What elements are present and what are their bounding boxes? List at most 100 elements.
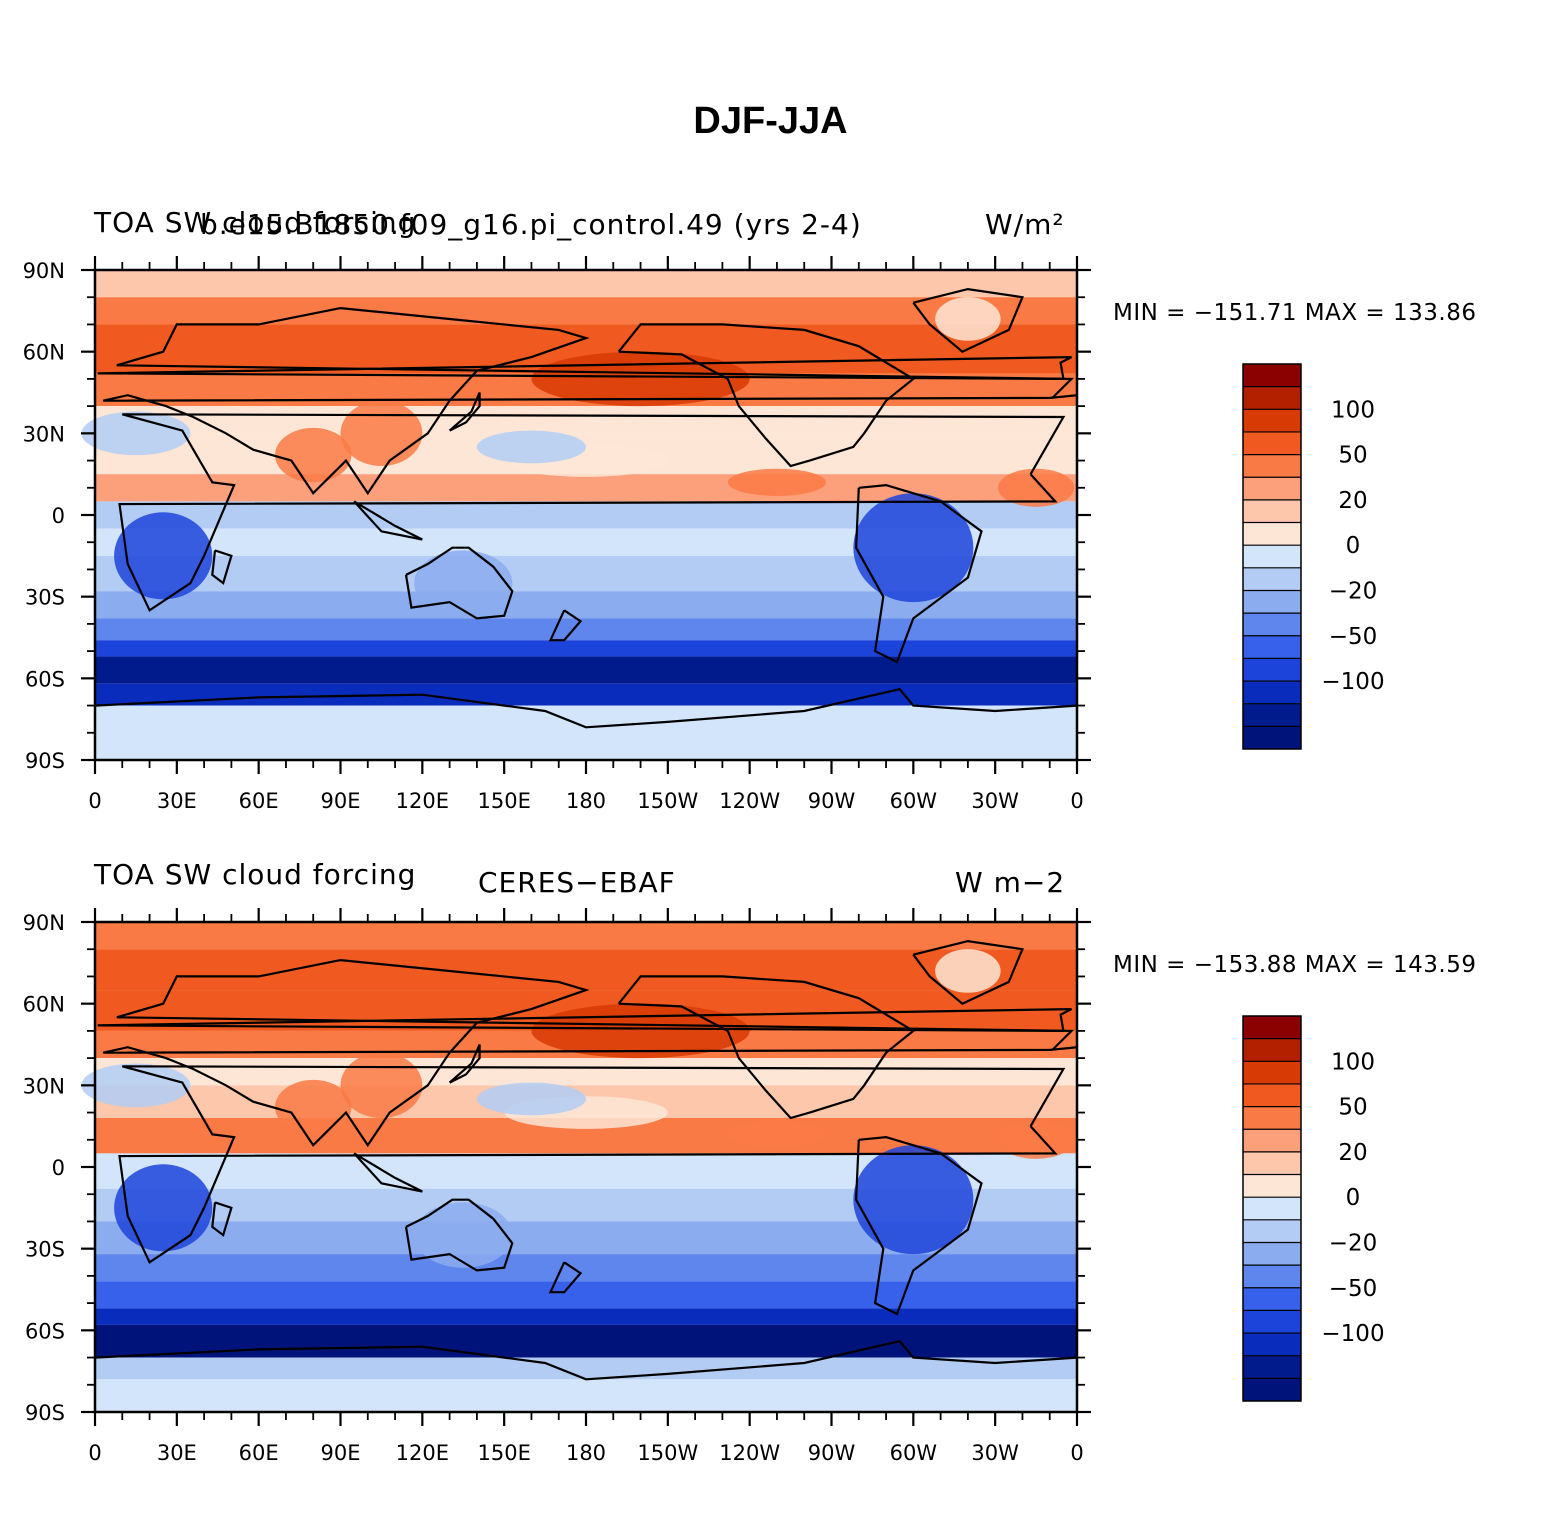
field-band [95,656,1077,684]
colorbar-label: 0 [1346,1185,1361,1211]
lon-tick-label: 150W [637,1441,698,1465]
lon-tick-label: 60E [239,789,279,813]
lon-tick-label: 120W [719,789,780,813]
lat-tick-label: 30N [23,1074,65,1098]
lon-tick-label: 90W [808,1441,856,1465]
colorbar-swatch [1243,590,1301,614]
colorbar-swatch [1243,545,1301,569]
field-anomaly [935,297,1001,341]
coastline [448,392,481,432]
lon-tick-label: 30W [971,1441,1019,1465]
field-layer [81,922,1077,1412]
field-layer [81,270,1077,760]
field-anomaly [935,949,1001,993]
colorbar-swatch [1243,567,1301,591]
panel-units: W m−2 [955,866,1066,899]
lat-tick-label: 30S [25,586,65,610]
lon-tick-label: 120W [719,1441,780,1465]
field-anomaly [727,1120,827,1148]
coastline [97,356,1072,380]
coastline [94,1339,1078,1381]
colorbar-swatch [1243,1129,1301,1153]
field-anomaly [727,468,827,496]
lat-tick-label: 90S [25,1401,65,1425]
colorbar-swatch [1243,454,1301,478]
colorbar-label: 50 [1338,443,1367,469]
colorbar-label: −100 [1321,1321,1384,1347]
coastline [102,306,1075,496]
coastline [97,1008,1072,1032]
colorbar-label: −100 [1321,669,1384,695]
lat-tick-label: 30S [25,1238,65,1262]
coastline [102,958,1075,1148]
coastline [94,687,1078,729]
colorbar-swatch [1243,1287,1301,1311]
field-band [95,922,1077,950]
colorbar-swatch [1243,1197,1301,1221]
lon-tick-label: 150E [477,1441,530,1465]
lat-tick-label: 30N [23,422,65,446]
field-band [95,618,1077,641]
colorbar-swatch [1243,431,1301,456]
min-max-label: MIN = −153.88 MAX = 143.59 [1113,952,1477,978]
colorbar-swatch [1243,1242,1301,1266]
panel-center-title: b.e15.B1850.f09_g16.pi_control.49 (yrs 2… [200,208,862,241]
field-anomaly [476,430,586,464]
field-anomaly [997,468,1075,507]
coastline [617,975,916,1120]
field-band [95,1324,1077,1358]
field-band [95,1058,1077,1086]
field-band [95,406,1077,434]
lat-tick-label: 60S [25,1319,65,1343]
panel-units: W/m² [985,208,1065,241]
coastline [854,1135,983,1316]
field-band [95,640,1077,657]
map-plot: 0 30E 60E 90E 120E 150E 180 150W 120W 90W 60W 30W 09… [23,908,1385,1465]
field-anomaly [81,1063,191,1108]
colorbar-swatch [1243,681,1301,705]
lon-tick-label: 0 [1070,789,1083,813]
coastline [912,287,1024,353]
field-anomaly [81,411,191,456]
colorbar-swatch [1243,1174,1301,1198]
colorbar-swatch [1243,726,1301,750]
coastline [548,1261,583,1294]
colorbar-label: −20 [1329,578,1378,604]
colorbar: 100 50 20 0 −20 −50 −100 [1242,363,1385,750]
colorbar-swatch [1243,499,1301,524]
coastline [448,1044,481,1084]
field-anomaly [414,1202,513,1268]
obs-panel: TOA SW cloud forcing CERES−EBAF W m−2 MI… [0,852,1541,1512]
colorbar-label: −50 [1329,624,1378,650]
lon-tick-label: 0 [88,1441,101,1465]
colorbar-swatch [1243,1083,1301,1108]
colorbar: 100 50 20 0 −20 −50 −100 [1242,1015,1385,1402]
colorbar-frame [1242,1015,1302,1402]
coastline [211,1201,233,1237]
field-band [95,949,1077,991]
lat-tick-label: 60N [23,341,65,365]
map-plot: 0 30E 60E 90E 120E 150E 180 150W 120W 90W 60W 30W 09… [23,256,1385,813]
field-anomaly [275,1079,352,1135]
coastlines [94,287,1078,729]
lat-tick-label: 0 [52,1156,65,1180]
field-anomaly [340,400,423,466]
colorbar-swatch [1243,477,1301,501]
colorbar-label: −50 [1329,1276,1378,1302]
colorbar-swatch [1243,1016,1301,1040]
field-band [95,1308,1077,1325]
lat-tick-label: 0 [52,504,65,528]
coastline [617,323,916,468]
coastline [912,939,1024,1005]
lon-tick-label: 150W [637,789,698,813]
lon-tick-label: 90E [321,789,361,813]
field-band [95,297,1077,325]
colorbar-label: 20 [1338,488,1367,514]
colorbar-label: −20 [1329,1230,1378,1256]
field-anomaly [114,1164,213,1252]
lon-tick-label: 60E [239,1441,279,1465]
lon-tick-label: 30E [157,789,197,813]
panel-left-title: TOA SW cloud forcing [94,206,417,239]
colorbar-swatch [1243,1378,1301,1402]
coastline [353,500,423,541]
